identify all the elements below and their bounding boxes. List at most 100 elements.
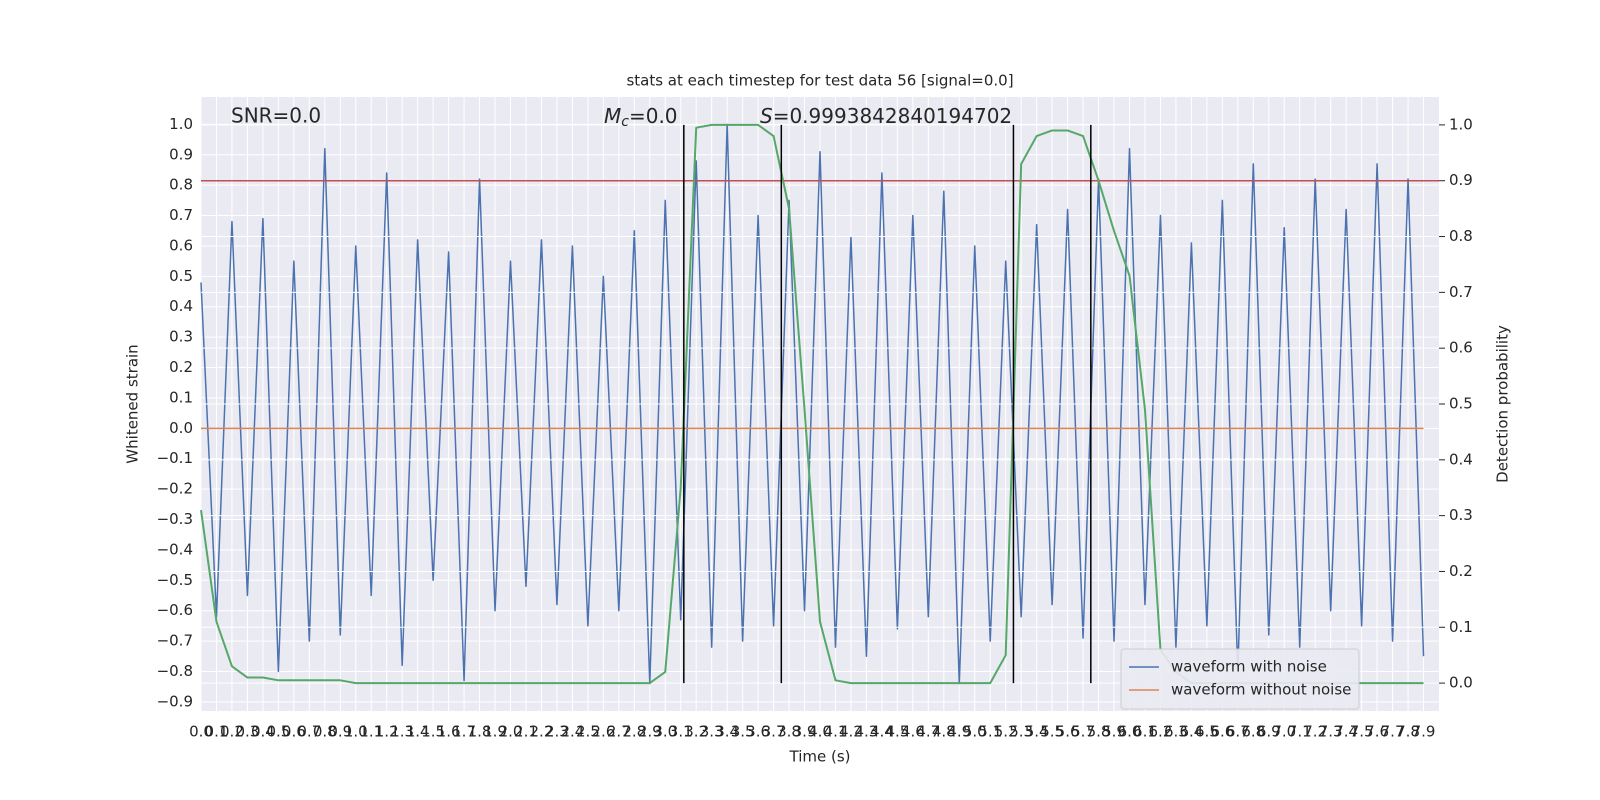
annotation-symbol: S	[760, 104, 773, 128]
y-tick-label: −0.6	[157, 601, 193, 619]
y-tick-label: 0.5	[169, 267, 193, 285]
x-tick-label: 2.4	[560, 723, 584, 741]
x-tick-label: 1.0	[344, 723, 368, 741]
x-tick-label: 1.3	[390, 723, 414, 741]
x-tick-label: 0.1	[205, 723, 229, 741]
legend-label: waveform with noise	[1171, 658, 1327, 676]
x-tick-label: 3.7	[762, 723, 786, 741]
x-tick-label: 1.5	[421, 723, 445, 741]
x-tick-label: 2.7	[607, 723, 631, 741]
annotation: SNR=0.0	[231, 104, 321, 128]
x-tick-label: 1.4	[406, 723, 430, 741]
x-tick-label: 0.8	[313, 723, 337, 741]
x-tick-label: 4.4	[870, 723, 894, 741]
x-tick-label: 7.9	[1412, 723, 1436, 741]
x-tick-label: 5.4	[1025, 723, 1049, 741]
y2-tick-label: 0.7	[1449, 283, 1473, 301]
x-tick-label: 6.4	[1179, 723, 1203, 741]
y2-tick-label: 0.8	[1449, 227, 1473, 245]
y-tick-label: −0.9	[157, 692, 193, 710]
x-tick-label: 5.7	[1071, 723, 1095, 741]
annotation: Mc=0.0	[604, 104, 678, 131]
y2-tick-label: 0.2	[1449, 562, 1473, 580]
x-tick-label: 5.9	[1102, 723, 1126, 741]
annotation-symbol: M	[604, 104, 621, 128]
y-tick-label: −0.3	[157, 510, 193, 528]
y-axis-label: Whitened strain	[124, 344, 142, 463]
x-tick-label: 5.0	[963, 723, 987, 741]
x-tick-label: 7.4	[1334, 723, 1358, 741]
y2-axis-label: Detection probability	[1494, 325, 1512, 483]
x-tick-label: 6.1	[1133, 723, 1157, 741]
x-tick-label: 2.2	[530, 723, 554, 741]
chart-title: stats at each timestep for test data 56 …	[626, 72, 1013, 90]
x-tick-label: 3.4	[715, 723, 739, 741]
x-tick-label: 6.8	[1241, 723, 1265, 741]
x-tick-label: 1.6	[437, 723, 461, 741]
x-tick-label: 7.3	[1319, 723, 1343, 741]
y-tick-label: 0.0	[169, 419, 193, 437]
x-tick-label: 6.7	[1226, 723, 1250, 741]
legend: waveform with noise waveform without nois…	[1120, 648, 1360, 710]
x-tick-label: 4.2	[839, 723, 863, 741]
y2-tick-label: 0.0	[1449, 674, 1473, 692]
x-tick-label: 7.7	[1381, 723, 1405, 741]
x-tick-label: 3.8	[777, 723, 801, 741]
x-tick-label: 6.2	[1149, 723, 1173, 741]
x-tick-label: 4.9	[947, 723, 971, 741]
annotation-text: =0.0	[629, 104, 678, 128]
y-tick-label: −0.8	[157, 662, 193, 680]
y-tick-label: −0.1	[157, 449, 193, 467]
x-tick-label: 2.5	[576, 723, 600, 741]
x-tick-label: 3.5	[731, 723, 755, 741]
y-tick-label: 0.9	[169, 145, 193, 163]
x-tick-label: 0.4	[251, 723, 275, 741]
x-tick-label: 3.1	[669, 723, 693, 741]
y2-tick-label: 1.0	[1449, 115, 1473, 133]
x-tick-label: 3.2	[684, 723, 708, 741]
x-tick-label: 0.7	[297, 723, 321, 741]
annotation: S=0.9993842840194702	[760, 104, 1012, 128]
x-tick-label: 2.8	[622, 723, 646, 741]
x-tick-label: 1.7	[452, 723, 476, 741]
x-tick-label: 1.8	[468, 723, 492, 741]
y-tick-label: 0.1	[169, 388, 193, 406]
x-tick-label: 0.3	[235, 723, 259, 741]
x-tick-label: 2.3	[545, 723, 569, 741]
x-tick-label: 2.6	[591, 723, 615, 741]
y-tick-label: −0.2	[157, 480, 193, 498]
x-tick-label: 5.2	[994, 723, 1018, 741]
y2-tick-label: 0.1	[1449, 618, 1473, 636]
x-tick-label: 2.1	[514, 723, 538, 741]
y-tick-label: 0.4	[169, 297, 193, 315]
x-tick-label: 4.3	[854, 723, 878, 741]
y2-tick-label: 0.3	[1449, 506, 1473, 524]
x-tick-label: 7.1	[1288, 723, 1312, 741]
x-tick-label: 5.8	[1087, 723, 1111, 741]
x-tick-label: 2.0	[499, 723, 523, 741]
x-tick-label: 6.5	[1195, 723, 1219, 741]
legend-box	[1120, 648, 1360, 710]
y2-tick-label: 0.4	[1449, 450, 1473, 468]
x-tick-label: 6.9	[1257, 723, 1281, 741]
x-tick-label: 6.3	[1164, 723, 1188, 741]
x-tick-label: 7.5	[1350, 723, 1374, 741]
series-line	[200, 123, 1425, 685]
x-tick-label: 3.0	[653, 723, 677, 741]
x-tick-label: 4.7	[916, 723, 940, 741]
x-tick-label: 4.6	[901, 723, 925, 741]
x-tick-label: 3.6	[746, 723, 770, 741]
x-tick-label: 6.6	[1210, 723, 1234, 741]
y-tick-label: −0.4	[157, 540, 193, 558]
y2-tick-label: 0.6	[1449, 339, 1473, 357]
y-tick-label: 0.6	[169, 236, 193, 254]
x-tick-label: 0.5	[266, 723, 290, 741]
x-axis-label: Time (s)	[789, 748, 851, 766]
x-tick-label: 7.0	[1272, 723, 1296, 741]
y-tick-label: 0.8	[169, 176, 193, 194]
x-tick-label: 5.6	[1056, 723, 1080, 741]
legend-label: waveform without noise	[1171, 681, 1351, 699]
annotation-text: =0.9993842840194702	[773, 104, 1012, 128]
